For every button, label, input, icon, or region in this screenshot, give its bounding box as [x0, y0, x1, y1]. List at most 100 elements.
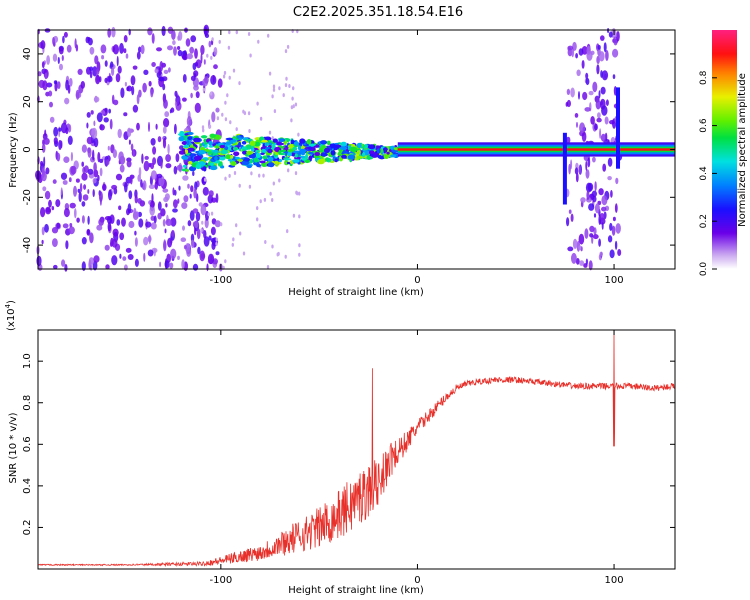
spectrogram-cell	[601, 206, 607, 212]
spectrogram-cell	[123, 35, 128, 43]
spectrogram-cell	[597, 112, 601, 119]
spectrogram-cell	[220, 222, 223, 227]
spectrogram-cell	[64, 97, 70, 105]
spectrogram-cell	[52, 179, 57, 184]
snr-xlabel: Height of straight line (km)	[288, 585, 424, 596]
spectrogram-cell	[256, 206, 259, 211]
spectrogram-cell	[367, 144, 376, 150]
spectrogram-cell	[134, 258, 139, 267]
spectrogram-cell	[578, 48, 584, 56]
spectrogram-cell	[143, 69, 149, 76]
spectrogram-cell	[224, 176, 227, 181]
spectrogram-cell	[288, 84, 291, 88]
spectrogram-cell	[92, 178, 97, 184]
spectrogram-ytick-label: -40	[22, 237, 33, 253]
spectrogram-panel: -100 0 100 -40 -20 0 20 40 Height of straight l…	[8, 24, 676, 298]
spectrogram-cell	[578, 245, 582, 251]
spectrogram-cell	[224, 117, 228, 122]
spectrogram-cell	[53, 80, 58, 85]
spectrogram-cell	[151, 33, 155, 44]
spectrogram-cell	[44, 223, 49, 233]
spectrogram-cell	[96, 224, 103, 231]
spectrogram-cell	[207, 194, 214, 204]
spectrogram-cell	[590, 116, 595, 125]
spectrogram-cell	[214, 220, 221, 228]
spectrogram-cell	[567, 48, 573, 57]
spectrogram-cell	[126, 208, 130, 216]
spectrogram-cell	[77, 68, 83, 75]
snr-xtick-label: -100	[209, 575, 232, 586]
spectrogram-cell	[349, 146, 357, 152]
spectrogram-cell	[170, 217, 177, 227]
spectrogram-cell	[610, 190, 613, 198]
spectrogram-cell	[582, 91, 588, 101]
spectrogram-cell	[148, 234, 151, 245]
spectrogram-cell	[588, 203, 595, 211]
spectrogram-cell	[62, 223, 69, 229]
spectrogram-cell	[189, 193, 192, 199]
spectrogram-cell	[232, 68, 236, 73]
spectrogram-cell	[256, 163, 261, 168]
spectrogram-cell	[89, 46, 95, 55]
spectrogram-cell	[233, 171, 237, 175]
spectrogram-cell	[121, 217, 126, 227]
spectrogram-cell	[268, 130, 272, 135]
spectrogram-cell	[150, 170, 157, 180]
spectrogram-cell	[149, 205, 155, 216]
spectrogram-cell	[225, 137, 233, 141]
spectrogram-cell	[99, 158, 104, 163]
spectrogram-cell	[600, 70, 603, 78]
spectrogram-cell	[131, 85, 135, 96]
spectrogram-cell	[70, 151, 73, 162]
spectrogram-cell	[111, 184, 118, 190]
colorbar: 0.0 0.2 0.4 0.6 0.8 Normalized spectral ampl…	[699, 30, 748, 276]
spectrogram-cell	[278, 150, 282, 155]
spectrogram-cell	[107, 75, 113, 83]
snr-scale-prefix: (x10	[6, 308, 17, 331]
spectrogram-cell	[208, 124, 212, 129]
spectrogram-cell	[617, 249, 622, 256]
spectrogram-cell	[86, 136, 93, 145]
spectrogram-cell	[168, 67, 171, 73]
spectrogram-cell	[183, 245, 187, 250]
spectrogram-cell	[578, 233, 585, 245]
spectrogram-cell	[231, 242, 234, 247]
spectrogram-cell	[150, 222, 157, 230]
spectrogram-cell	[81, 144, 87, 153]
spectrogram-cell	[65, 240, 69, 250]
snr-xtick-label: 100	[605, 575, 624, 586]
spectrogram-cell	[609, 222, 613, 231]
spectrogram-cell	[189, 210, 195, 221]
spectrogram-cell	[53, 126, 59, 137]
spectrogram-cell	[148, 80, 152, 87]
spectrogram-cell	[235, 30, 238, 35]
spectrogram-cell	[215, 242, 218, 246]
spectrogram-cell	[80, 81, 86, 89]
spectrogram-cell	[172, 208, 178, 213]
spectrogram-cell	[125, 53, 129, 59]
spectrogram-cell	[285, 76, 288, 81]
spectrogram-cell	[599, 128, 602, 139]
spectrogram-cell	[45, 167, 50, 175]
spectrogram-cell	[90, 110, 94, 115]
spectrogram-cell	[307, 146, 313, 150]
spectrogram-cell	[200, 204, 207, 216]
spectrogram-cell	[612, 74, 616, 79]
spectrogram-cell	[69, 223, 73, 228]
spectrogram-cell	[138, 167, 142, 177]
spectrogram-cell	[246, 144, 252, 150]
spectrogram-cell	[206, 53, 209, 58]
spectrogram-cell	[609, 249, 615, 259]
spectrogram-cell	[41, 143, 46, 153]
spectrogram-cell	[605, 99, 609, 106]
spectrogram-cell	[174, 123, 177, 135]
spectrogram-cell	[74, 208, 77, 219]
spectrogram-cell	[175, 153, 180, 163]
spectrogram-cell	[220, 149, 229, 155]
spectrogram-cell	[209, 91, 213, 96]
spectrogram-cell	[69, 202, 76, 209]
spectrogram-cell	[93, 255, 100, 263]
spectrogram-cell	[163, 99, 168, 109]
spectrogram-cell	[200, 253, 206, 259]
